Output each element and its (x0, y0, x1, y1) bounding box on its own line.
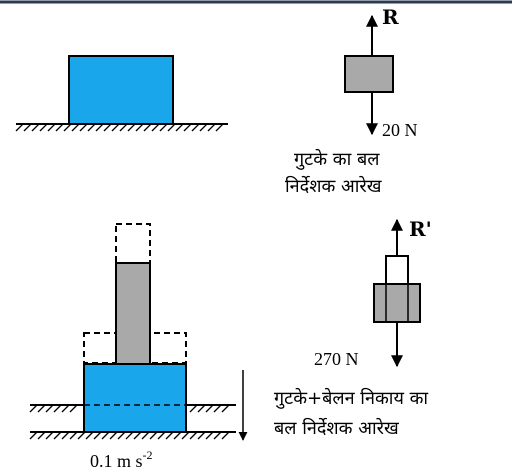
hatch-mark (53, 404, 62, 413)
hatch-mark (183, 123, 192, 132)
hatch-mark (159, 123, 168, 132)
ground-hatching-bottom (29, 431, 230, 440)
hatch-mark (149, 431, 158, 440)
hatch-mark (103, 123, 112, 132)
block-on-ground (15, 55, 228, 132)
hatch-mark (133, 431, 142, 440)
hatch-mark (215, 123, 224, 132)
hatch-mark (37, 404, 46, 413)
hatch-mark (181, 431, 190, 440)
hatch-mark (221, 431, 230, 440)
hatch-mark (221, 404, 230, 413)
hatch-mark (213, 431, 222, 440)
hatch-mark (141, 431, 150, 440)
hatch-mark (125, 431, 134, 440)
fbd-block-lower (373, 283, 421, 323)
label-20N: 20 N (382, 120, 418, 140)
caption-block-fbd-line2: निर्देशक आरेख (285, 175, 382, 197)
hatch-mark (151, 123, 160, 132)
hatch-mark (127, 123, 136, 132)
hatch-mark (45, 431, 54, 440)
hatch-mark (167, 123, 176, 132)
caption-block-fbd-line1: गुटके का बल (294, 148, 380, 170)
hatch-mark (87, 123, 96, 132)
ground-hatching-previous (29, 404, 230, 413)
hatch-mark (109, 431, 118, 440)
cylinder (115, 262, 151, 365)
hatch-mark (143, 123, 152, 132)
hatch-mark (93, 431, 102, 440)
hatch-mark (29, 431, 38, 440)
ground-hatching-top (15, 123, 224, 132)
cylinder-outline-dashed (115, 223, 151, 265)
hatch-mark (205, 404, 214, 413)
hatch-mark (77, 431, 86, 440)
hatch-mark (205, 431, 214, 440)
block-cylinder-system: 0.1 m s-2 (29, 223, 248, 471)
hatch-mark (101, 431, 110, 440)
hatch-mark (85, 431, 94, 440)
caption-system-fbd-line2: बल निर्देशक आरेख (274, 417, 399, 439)
hatch-mark (189, 404, 198, 413)
hatch-mark (165, 431, 174, 440)
hatch-mark (191, 123, 200, 132)
hatch-mark (135, 123, 144, 132)
hatch-mark (173, 431, 182, 440)
hatch-mark (117, 431, 126, 440)
hatch-mark (15, 123, 24, 132)
hatch-mark (53, 431, 62, 440)
hatch-mark (69, 431, 78, 440)
hatch-mark (111, 123, 120, 132)
hatch-mark (69, 404, 78, 413)
hatch-mark (207, 123, 216, 132)
hatch-mark (197, 404, 206, 413)
label-R-prime: R' (409, 217, 432, 241)
system-free-body-diagram: R' 270 N गुटके+बेलन निकाय का बल निर्देशक… (274, 217, 432, 439)
hatch-mark (189, 431, 198, 440)
hatch-mark (157, 431, 166, 440)
caption-system-fbd-line1: गुटके+बेलन निकाय का (274, 387, 428, 409)
block-free-body-diagram: R 20 N गुटके का बल निर्देशक आरेख (285, 5, 418, 197)
hatch-mark (71, 123, 80, 132)
hatch-mark (175, 123, 184, 132)
fbd-cylinder (385, 255, 409, 285)
hatch-mark (79, 123, 88, 132)
block (68, 55, 174, 125)
hatch-mark (63, 123, 72, 132)
fbd-block (344, 55, 394, 93)
hatch-mark (61, 431, 70, 440)
hatch-mark (55, 123, 64, 132)
block-lower (83, 363, 187, 433)
hatch-mark (29, 404, 38, 413)
hatch-mark (95, 123, 104, 132)
label-R: R (382, 5, 399, 29)
hatch-mark (213, 404, 222, 413)
hatch-mark (119, 123, 128, 132)
hatch-mark (23, 123, 32, 132)
hatch-mark (47, 123, 56, 132)
acceleration-label: 0.1 m s-2 (90, 448, 153, 471)
hatch-mark (31, 123, 40, 132)
hatch-mark (199, 123, 208, 132)
hatch-mark (197, 431, 206, 440)
hatch-mark (61, 404, 70, 413)
hatch-mark (45, 404, 54, 413)
hatch-mark (37, 431, 46, 440)
hatch-mark (39, 123, 48, 132)
label-270N: 270 N (314, 349, 359, 369)
